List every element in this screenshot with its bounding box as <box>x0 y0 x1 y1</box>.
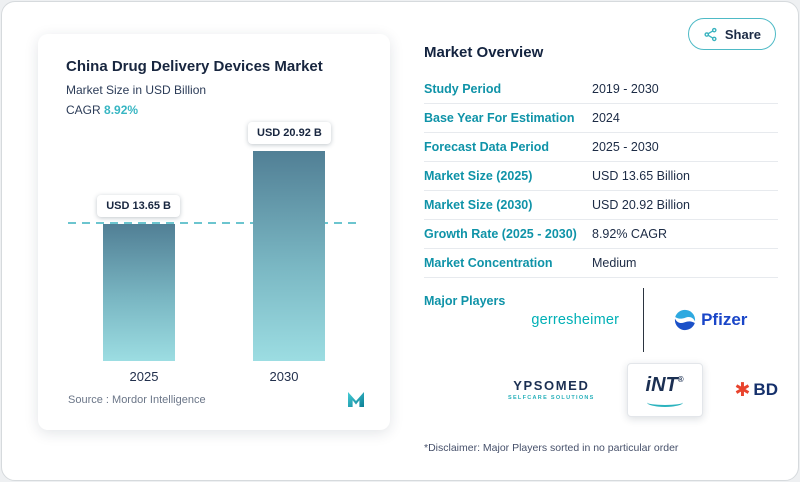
bd-logo: ✱ BD <box>735 380 778 400</box>
row-label: Study Period <box>424 82 502 96</box>
table-row: Growth Rate (2025 - 2030) 8.92% CAGR <box>424 220 778 249</box>
major-players-label: Major Players <box>424 294 506 308</box>
row-value: 2019 - 2030 <box>592 82 659 96</box>
overview-title: Market Overview <box>424 44 544 61</box>
ypsomed-wordmark: YPSOMED <box>513 377 590 393</box>
source-text: Source : Mordor Intelligence <box>68 394 206 406</box>
registered-mark: ® <box>677 375 684 384</box>
gerresheimer-wordmark: gerresheimer <box>531 312 620 328</box>
bar <box>253 151 326 361</box>
int-swoosh-icon <box>646 398 683 407</box>
int-wordmark-wrap: iNT® <box>646 375 684 396</box>
row-value: 2025 - 2030 <box>592 140 659 154</box>
x-axis-label-2025: 2025 <box>129 369 159 384</box>
bar-chart-plot: USD 13.65 B USD 20.92 B <box>66 117 362 361</box>
share-icon <box>703 27 718 42</box>
row-label: Base Year For Estimation <box>424 111 575 125</box>
row-value: 8.92% CAGR <box>592 227 668 241</box>
ypsomed-logo: YPSOMED SELFCARE SOLUTIONS <box>508 377 595 402</box>
market-overview-panel: Market Overview Study Period 2019 - 2030… <box>424 44 778 454</box>
pfizer-wordmark: Pfizer <box>701 310 748 329</box>
cagr-value: 8.92% <box>104 103 139 117</box>
major-players-grid: gerresheimer Pfizer YPSOMED SELFC <box>508 288 778 428</box>
players-row-bottom: YPSOMED SELFCARE SOLUTIONS iNT® ✱ BD <box>508 352 778 428</box>
table-row: Forecast Data Period 2025 - 2030 <box>424 133 778 162</box>
ypsomed-tagline: SELFCARE SOLUTIONS <box>508 395 595 402</box>
table-row: Market Concentration Medium <box>424 249 778 278</box>
chart-subtitle: Market Size in USD Billion <box>66 83 207 97</box>
row-label: Growth Rate (2025 - 2030) <box>424 227 577 241</box>
row-label: Forecast Data Period <box>424 140 550 154</box>
source-row: Source : Mordor Intelligence <box>68 391 372 408</box>
cagr-line: CAGR 8.92% <box>66 103 362 117</box>
table-row: Market Size (2030) USD 20.92 Billion <box>424 191 778 220</box>
mordor-intelligence-logo-icon <box>346 391 372 408</box>
row-value: USD 13.65 Billion <box>592 169 690 183</box>
bar-group-2025: USD 13.65 B <box>97 195 180 361</box>
overview-table: Study Period 2019 - 2030 Base Year For E… <box>424 75 778 278</box>
row-label: Market Size (2030) <box>424 198 533 212</box>
x-axis-label-2030: 2030 <box>269 369 299 384</box>
row-value: USD 20.92 Billion <box>592 198 690 212</box>
bd-wordmark: BD <box>753 380 778 399</box>
row-value: Medium <box>592 256 637 270</box>
chart-title: China Drug Delivery Devices Market <box>66 58 323 75</box>
share-button-label: Share <box>724 26 761 42</box>
bar-value-label: USD 20.92 B <box>248 122 331 144</box>
bd-starburst-icon: ✱ <box>734 379 751 401</box>
disclaimer-text: *Disclaimer: Major Players sorted in no … <box>424 442 679 454</box>
bar <box>102 224 175 361</box>
gerresheimer-logo: gerresheimer <box>508 312 643 328</box>
players-row-top: gerresheimer Pfizer <box>508 288 778 352</box>
table-row: Study Period 2019 - 2030 <box>424 75 778 104</box>
int-wordmark: iNT <box>645 374 678 396</box>
row-value: 2024 <box>592 111 620 125</box>
row-label: Market Concentration <box>424 256 553 270</box>
table-row: Base Year For Estimation 2024 <box>424 104 778 133</box>
table-row: Market Size (2025) USD 13.65 Billion <box>424 162 778 191</box>
source-name: Mordor Intelligence <box>112 393 206 406</box>
major-players-section: Major Players gerresheimer Pfizer <box>424 288 778 428</box>
dashed-reference-line <box>68 222 360 224</box>
int-logo-card: iNT® <box>626 363 703 417</box>
x-axis-labels: 2025 2030 <box>66 369 362 384</box>
bar-value-label: USD 13.65 B <box>97 195 180 217</box>
source-label: Source : <box>68 393 109 406</box>
share-button[interactable]: Share <box>687 18 776 50</box>
row-label: Market Size (2025) <box>424 169 533 183</box>
pfizer-mark-icon <box>674 309 696 331</box>
market-chart-card: China Drug Delivery Devices Market Marke… <box>38 34 390 430</box>
players-divider-line <box>642 288 644 352</box>
bar-group-2030: USD 20.92 B <box>248 122 331 361</box>
pfizer-logo: Pfizer <box>644 309 779 331</box>
cagr-label: CAGR <box>66 103 101 117</box>
